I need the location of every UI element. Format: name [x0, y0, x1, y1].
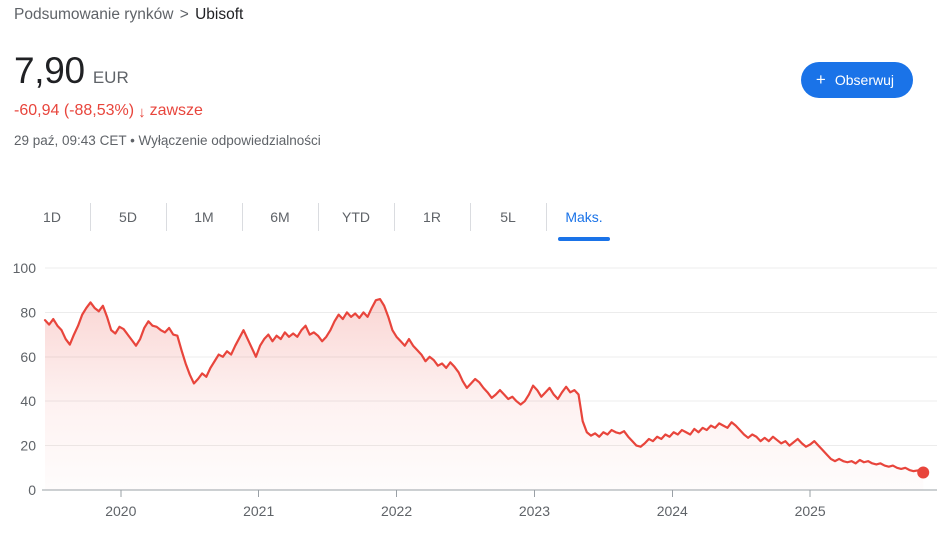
chart-line [43, 297, 925, 474]
chart-end-marker [917, 466, 930, 479]
quote-summary: 7,90 EUR -60,94 (-88,53%) ↓ zawsze 29 pa… [14, 52, 321, 148]
chart-x-axis: 2020 2021 2022 2023 2024 2025 [42, 489, 937, 519]
range-tab-label: 5D [119, 209, 137, 225]
range-tab-label: 1R [423, 209, 441, 225]
follow-button-label: Obserwuj [834, 72, 894, 88]
x-tick-label: 2021 [243, 503, 274, 519]
price-change-value: -60,94 (-88,53%) [14, 102, 135, 119]
price-chart-svg: 0 20 40 60 80 100 2020 2021 2022 2023 2024 2025 [13, 260, 937, 519]
range-tab-label: 5L [500, 209, 516, 225]
x-tick-label: 2023 [519, 503, 550, 519]
y-tick-label: 100 [13, 260, 37, 276]
range-tab-label: 6M [270, 209, 290, 225]
chart-area-fill [45, 299, 924, 490]
range-tab-5d[interactable]: 5D [90, 196, 166, 238]
range-tabs: 1D 5D 1M 6M YTD 1R 5L Maks. [14, 196, 622, 241]
arrow-down-icon: ↓ [138, 103, 146, 121]
x-tick-label: 2024 [657, 503, 688, 519]
x-tick-label: 2022 [381, 503, 412, 519]
range-tab-1m[interactable]: 1M [166, 196, 242, 238]
breadcrumb-parent-link[interactable]: Podsumowanie rynków [14, 6, 174, 23]
range-tab-label: 1M [194, 209, 214, 225]
x-tick-label: 2025 [795, 503, 826, 519]
range-tab-1r[interactable]: 1R [394, 196, 470, 238]
quote-timestamp-disclaimer: 29 paź, 09:43 CET • Wyłączenie odpowiedz… [14, 133, 321, 148]
plus-icon: + [815, 69, 826, 89]
breadcrumb-separator: > [179, 6, 189, 23]
follow-button[interactable]: + Obserwuj [800, 62, 913, 98]
y-tick-label: 40 [20, 393, 36, 409]
price-row: 7,90 EUR [14, 52, 321, 89]
range-tab-maks[interactable]: Maks. [546, 196, 622, 241]
y-tick-label: 80 [20, 304, 36, 320]
price-change-row: -60,94 (-88,53%) ↓ zawsze [14, 102, 321, 120]
chart-y-axis-labels: 0 20 40 60 80 100 [13, 260, 37, 498]
y-tick-label: 0 [28, 482, 36, 498]
price-value: 7,90 [14, 50, 85, 91]
price-chart[interactable]: 0 20 40 60 80 100 2020 2021 2022 2023 2024 2025 [0, 250, 947, 538]
x-tick-label: 2020 [105, 503, 136, 519]
range-tab-6m[interactable]: 6M [242, 196, 318, 238]
range-tab-ytd[interactable]: YTD [318, 196, 394, 238]
y-tick-label: 60 [20, 349, 36, 365]
range-tab-5l[interactable]: 5L [470, 196, 546, 238]
range-tab-1d[interactable]: 1D [14, 196, 90, 238]
breadcrumb-current: Ubisoft [195, 6, 244, 23]
price-change-period: zawsze [149, 102, 203, 119]
range-tab-label: YTD [342, 209, 370, 225]
breadcrumb: Podsumowanie rynków > Ubisoft [14, 5, 243, 25]
range-tab-label: 1D [43, 209, 61, 225]
price-currency: EUR [92, 68, 129, 87]
y-tick-label: 20 [20, 438, 36, 454]
range-tab-label: Maks. [565, 209, 603, 225]
